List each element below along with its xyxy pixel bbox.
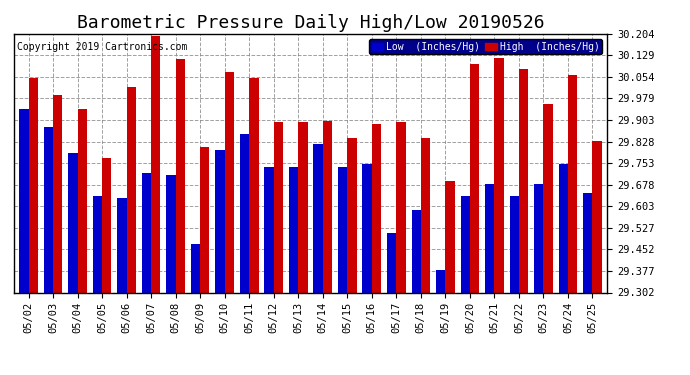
Bar (166, 176, 176, 292)
Bar (544, 104, 553, 292)
Bar (19, 110, 28, 292)
Bar (387, 233, 396, 292)
Bar (338, 167, 347, 292)
Bar (323, 121, 332, 292)
Bar (240, 134, 249, 292)
Bar (362, 164, 372, 292)
Bar (92, 195, 102, 292)
Bar (249, 78, 259, 292)
Bar (28, 78, 38, 292)
Bar (411, 210, 421, 292)
Bar (470, 64, 479, 292)
Bar (225, 72, 234, 292)
Bar (77, 110, 87, 292)
Bar (176, 59, 185, 292)
Bar (313, 144, 323, 292)
Bar (583, 193, 593, 292)
Bar (102, 158, 111, 292)
Bar (396, 122, 406, 292)
Legend: Low  (Inches/Hg), High  (Inches/Hg): Low (Inches/Hg), High (Inches/Hg) (368, 39, 602, 54)
Bar (53, 95, 62, 292)
Title: Barometric Pressure Daily High/Low 20190526: Barometric Pressure Daily High/Low 20190… (77, 14, 544, 32)
Bar (347, 138, 357, 292)
Bar (215, 150, 225, 292)
Bar (568, 75, 578, 292)
Bar (68, 153, 77, 292)
Bar (264, 167, 274, 292)
Bar (593, 141, 602, 292)
Bar (200, 147, 210, 292)
Bar (117, 198, 126, 292)
Bar (510, 195, 519, 292)
Bar (191, 244, 200, 292)
Bar (43, 127, 53, 292)
Bar (274, 122, 283, 292)
Bar (289, 167, 298, 292)
Bar (534, 184, 544, 292)
Bar (151, 36, 161, 292)
Bar (445, 181, 455, 292)
Bar (495, 58, 504, 292)
Bar (421, 138, 430, 292)
Bar (485, 184, 495, 292)
Bar (298, 122, 308, 292)
Bar (126, 87, 136, 292)
Bar (519, 69, 529, 292)
Text: Copyright 2019 Cartronics.com: Copyright 2019 Cartronics.com (17, 42, 187, 51)
Bar (460, 195, 470, 292)
Bar (436, 270, 445, 292)
Bar (142, 172, 151, 292)
Bar (559, 164, 568, 292)
Bar (372, 124, 381, 292)
